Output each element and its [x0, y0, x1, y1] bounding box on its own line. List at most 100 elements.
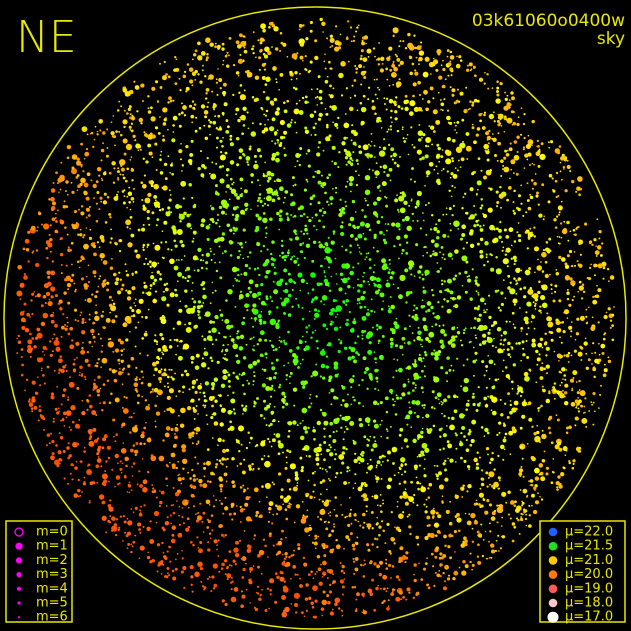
star [95, 364, 99, 368]
star [282, 503, 285, 506]
star [263, 202, 267, 205]
star [425, 233, 428, 236]
star [286, 55, 289, 58]
star [512, 323, 515, 326]
star [195, 116, 198, 119]
star [526, 443, 529, 445]
star [438, 471, 442, 476]
star [91, 410, 97, 416]
star [108, 171, 112, 175]
star [421, 369, 424, 373]
star [488, 522, 491, 525]
star [174, 244, 178, 248]
star [117, 528, 120, 531]
star [357, 162, 359, 165]
star [197, 55, 203, 61]
star [203, 475, 206, 478]
star [283, 400, 286, 403]
star [413, 411, 416, 414]
star [375, 376, 379, 380]
star [219, 524, 223, 528]
star [187, 471, 190, 474]
star [454, 551, 456, 553]
star [205, 56, 209, 60]
star [481, 126, 486, 130]
star [408, 204, 411, 207]
star [524, 509, 528, 513]
star [114, 533, 118, 537]
star [51, 201, 57, 206]
star [303, 615, 306, 618]
star [123, 348, 125, 350]
star [397, 528, 402, 533]
star [150, 106, 153, 110]
star [338, 72, 344, 79]
star [452, 173, 458, 179]
star [296, 160, 299, 163]
star [439, 574, 442, 578]
star [186, 406, 192, 411]
star [192, 406, 195, 410]
star [271, 46, 273, 48]
star [182, 343, 190, 350]
star [266, 190, 271, 194]
star [496, 201, 500, 204]
star [239, 505, 242, 509]
star [559, 336, 561, 339]
star [253, 534, 257, 537]
star [66, 144, 72, 150]
star [332, 299, 336, 303]
star [66, 233, 69, 236]
star [207, 548, 211, 552]
star [143, 332, 148, 337]
star [560, 381, 563, 384]
star [316, 462, 320, 466]
star [358, 384, 361, 387]
star [340, 94, 344, 97]
star [270, 172, 275, 177]
star [467, 399, 470, 402]
star [96, 362, 99, 365]
star [191, 121, 194, 124]
star [341, 385, 346, 390]
star [502, 359, 505, 362]
star [585, 425, 588, 428]
star [85, 216, 88, 219]
star [319, 493, 322, 495]
star [266, 248, 269, 251]
star [539, 406, 541, 409]
star [230, 576, 233, 579]
star [153, 183, 159, 190]
star [462, 247, 465, 250]
star [566, 288, 569, 291]
star [239, 53, 242, 56]
star [328, 449, 331, 452]
star [503, 422, 505, 425]
star [202, 483, 208, 489]
star [469, 443, 473, 447]
star [395, 222, 401, 228]
star [402, 511, 405, 514]
star [294, 471, 298, 475]
star [117, 462, 119, 464]
star [112, 435, 115, 438]
star [455, 146, 463, 153]
star [534, 467, 540, 474]
star [440, 291, 443, 293]
star [209, 320, 213, 324]
star [423, 350, 427, 354]
star [427, 586, 431, 590]
star [425, 170, 431, 176]
star [50, 392, 55, 396]
star [488, 129, 491, 132]
star [193, 269, 196, 272]
star [250, 208, 252, 211]
star [381, 454, 385, 458]
star [54, 294, 58, 298]
star [352, 286, 355, 289]
star [578, 263, 583, 268]
star [456, 357, 459, 360]
star [596, 218, 599, 221]
star [76, 189, 79, 192]
star [398, 513, 404, 519]
